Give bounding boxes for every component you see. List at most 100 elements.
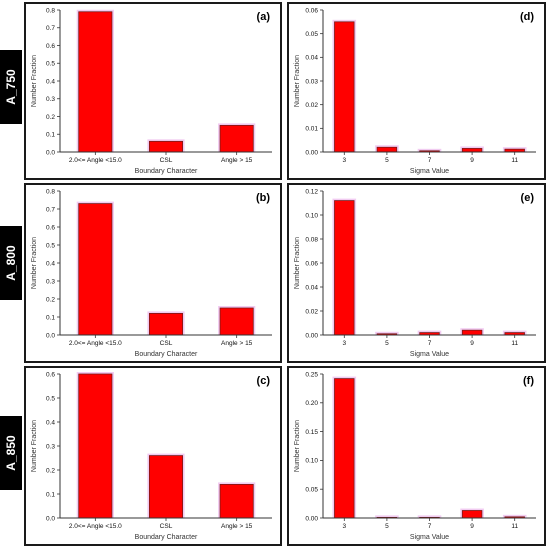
x-tick-label: 3	[342, 340, 346, 347]
x-tick-label: CSL	[160, 157, 173, 164]
bar	[219, 484, 254, 519]
x-tick-label: 3	[342, 523, 346, 530]
chart-panel-d: 0.00 0.01 0.02 0.03 0.04 0.05 0.06 3 5 7 9 11 Sigma …	[287, 2, 546, 180]
x-axis-label: Sigma Value	[410, 168, 449, 175]
bar	[78, 203, 113, 336]
y-tick-label: 0.04	[305, 284, 318, 291]
y-tick-label: 0.20	[305, 400, 318, 407]
y-tick-label: 0.10	[305, 212, 318, 219]
bar	[78, 11, 113, 153]
x-tick-label: 3	[342, 157, 346, 164]
x-axis-label: Boundary Character	[135, 534, 198, 541]
y-tick-label: 0.5	[46, 61, 55, 68]
bar-halo	[375, 515, 399, 518]
chart-svg: 0.0 0.1 0.2 0.3 0.4 0.5 0.6 0.7 0.8 2.0<= Angle <…	[31, 7, 272, 175]
y-tick-label: 0.06	[305, 7, 318, 14]
y-tick-label: 0.6	[46, 371, 55, 378]
panel-label: (c)	[257, 375, 271, 387]
bar-halo	[417, 515, 442, 518]
x-tick-label: 7	[428, 157, 432, 164]
row-label-a750: A_750	[0, 50, 22, 124]
y-tick-label: 0.6	[46, 224, 55, 231]
chart-panel-b: 0.0 0.1 0.2 0.3 0.4 0.5 0.6 0.7 0.8 2.0<= Angle <…	[24, 183, 282, 363]
y-tick-label: 0.00	[305, 149, 318, 156]
x-tick-label: CSL	[160, 523, 173, 530]
bar	[461, 329, 483, 336]
x-tick-label: 9	[470, 340, 474, 347]
y-tick-label: 0.3	[46, 278, 55, 285]
y-tick-label: 0.3	[46, 96, 55, 103]
x-axis-label: Boundary Character	[135, 351, 198, 358]
x-tick-label: 11	[511, 340, 518, 347]
y-tick-label: 0.25	[305, 371, 318, 378]
bar	[148, 455, 184, 519]
y-tick-label: 0.0	[46, 332, 55, 339]
chart-svg: 0.0 0.1 0.2 0.3 0.4 0.5 0.6 0.7 0.8 2.0<= Angle <…	[31, 188, 272, 358]
x-tick-label: 2.0<= Angle <15.0	[69, 523, 122, 530]
x-axis-label: Sigma Value	[410, 351, 449, 358]
y-axis-label: Number Fraction	[294, 55, 301, 107]
y-tick-label: 0.05	[305, 31, 318, 38]
chart-svg: 0.00 0.05 0.10 0.15 0.20 0.25 3 5 7 9 11 Sigma Valu…	[294, 371, 536, 541]
x-tick-label: Angle > 15	[221, 340, 253, 347]
y-tick-label: 0.06	[305, 260, 318, 267]
x-tick-label: 2.0<= Angle <15.0	[69, 340, 122, 347]
x-tick-label: 11	[511, 523, 518, 530]
x-tick-label: Angle > 15	[221, 523, 253, 530]
y-tick-label: 0.04	[305, 55, 318, 62]
bar	[334, 21, 355, 153]
row-label-a800: A_800	[0, 226, 22, 300]
chart-svg: 0.0 0.1 0.2 0.3 0.4 0.5 0.6 2.0<= Angle <15.0 CS…	[31, 371, 272, 541]
panel-label: (d)	[520, 11, 534, 23]
y-tick-label: 0.00	[305, 515, 318, 522]
row-label-text: A_850	[4, 435, 18, 471]
x-tick-label: 5	[385, 157, 389, 164]
x-tick-label: 9	[470, 523, 474, 530]
y-tick-label: 0.12	[305, 188, 318, 195]
bar	[78, 373, 113, 519]
y-tick-label: 0.02	[305, 308, 318, 315]
bar	[219, 307, 254, 336]
y-axis-label: Number Fraction	[31, 237, 38, 289]
y-tick-label: 0.7	[46, 25, 55, 32]
y-tick-label: 0.0	[46, 149, 55, 156]
chart-panel-c: 0.0 0.1 0.2 0.3 0.4 0.5 0.6 2.0<= Angle <15.0 CS…	[24, 366, 282, 546]
y-tick-label: 0.4	[46, 419, 55, 426]
y-tick-label: 0.1	[46, 132, 55, 139]
y-tick-label: 0.2	[46, 114, 55, 121]
y-tick-label: 0.01	[305, 126, 318, 133]
bar	[461, 148, 483, 153]
bar	[219, 124, 254, 153]
x-tick-label: 7	[428, 340, 432, 347]
y-tick-label: 0.5	[46, 395, 55, 402]
chart-svg: 0.00 0.02 0.04 0.06 0.08 0.10 0.12 3 5 7 9 11 Sigma …	[294, 188, 536, 358]
y-tick-label: 0.0	[46, 515, 55, 522]
bar-halo	[502, 514, 527, 518]
panel-label: (a)	[257, 11, 271, 23]
y-tick-label: 0.03	[305, 78, 318, 85]
y-tick-label: 0.1	[46, 314, 55, 321]
bar-halo	[375, 331, 399, 335]
y-axis-label: Number Fraction	[294, 420, 301, 472]
bar-halo	[417, 148, 442, 152]
x-axis-label: Boundary Character	[135, 168, 198, 175]
row-label-text: A_750	[4, 69, 18, 105]
x-tick-label: Angle > 15	[221, 157, 253, 164]
panel-label: (b)	[256, 192, 270, 204]
y-axis-label: Number Fraction	[294, 237, 301, 289]
y-tick-label: 0.05	[305, 487, 318, 494]
bar	[376, 146, 398, 153]
x-tick-label: CSL	[160, 340, 173, 347]
y-tick-label: 0.2	[46, 296, 55, 303]
bar	[148, 140, 184, 153]
bar	[334, 200, 355, 336]
chart-panel-a: 0.0 0.1 0.2 0.3 0.4 0.5 0.6 0.7 0.8 2.0<= Angle <…	[24, 2, 282, 180]
y-tick-label: 0.4	[46, 78, 55, 85]
y-tick-label: 0.1	[46, 491, 55, 498]
chart-panel-e: 0.00 0.02 0.04 0.06 0.08 0.10 0.12 3 5 7 9 11 Sigma …	[287, 183, 546, 363]
x-tick-label: 11	[511, 157, 518, 164]
y-tick-label: 0.6	[46, 43, 55, 50]
y-tick-label: 0.5	[46, 242, 55, 249]
y-tick-label: 0.00	[305, 332, 318, 339]
x-tick-label: 7	[428, 523, 432, 530]
